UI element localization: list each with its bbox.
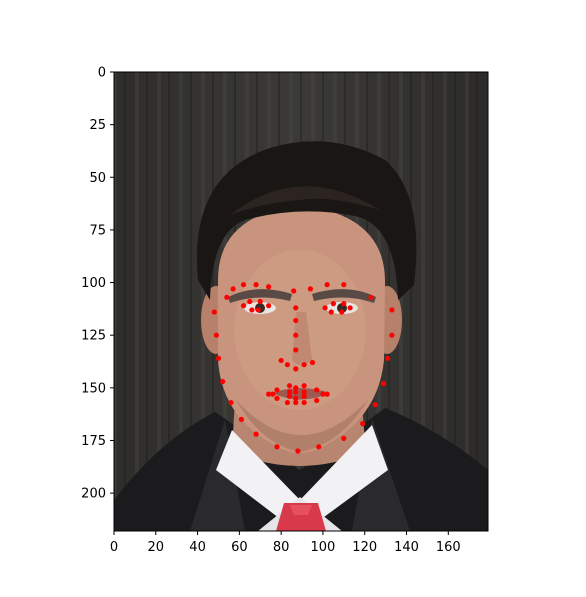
landmark-point — [341, 282, 347, 288]
landmark-point — [224, 294, 230, 300]
landmark-point — [293, 399, 299, 406]
landmark-point — [293, 332, 299, 338]
y-tick-label: 125 — [81, 329, 106, 344]
y-tick-label: 175 — [81, 434, 106, 449]
y-tick-label: 75 — [89, 223, 106, 238]
landmark-point — [293, 317, 299, 324]
landmark-point — [389, 307, 395, 313]
landmark-point — [320, 391, 326, 397]
landmark-point — [284, 399, 291, 406]
landmark-point — [301, 362, 307, 368]
landmark-point — [274, 444, 280, 450]
x-tick-label: 0 — [110, 540, 118, 555]
landmark-points — [211, 282, 395, 454]
landmark-point — [253, 282, 259, 288]
landmark-point — [286, 393, 293, 399]
x-tick-label: 140 — [394, 540, 419, 555]
axes-frame — [113, 71, 489, 532]
landmark-point — [253, 431, 259, 437]
y-tick-label: 100 — [81, 276, 106, 291]
x-tick-label: 20 — [148, 540, 165, 555]
landmark-point — [228, 399, 234, 406]
y-tick-label: 200 — [81, 487, 106, 502]
landmark-point — [255, 307, 261, 313]
landmark-point — [341, 301, 347, 307]
x-tick-label: 100 — [311, 540, 336, 555]
landmark-point — [247, 298, 253, 305]
landmark-point — [301, 399, 307, 406]
landmark-point — [286, 389, 293, 395]
landmark-point — [314, 397, 320, 404]
y-axis: 0 25 50 75 100 125 150 175 200 — [81, 66, 114, 502]
landmark-point — [284, 362, 291, 368]
landmark-point — [293, 395, 299, 401]
landmark-point — [380, 381, 387, 387]
landmark-point — [301, 389, 307, 395]
y-tick-label: 150 — [81, 381, 106, 396]
landmark-point — [307, 286, 314, 292]
landmark-point — [293, 305, 299, 311]
x-tick-label: 120 — [352, 540, 377, 555]
landmark-point — [240, 303, 247, 309]
landmark-point — [274, 387, 280, 393]
x-tick-label: 160 — [436, 540, 461, 555]
x-axis: 0 20 40 60 80 100 120 140 160 — [110, 531, 461, 555]
landmark-point — [215, 355, 222, 361]
landmark-point — [372, 402, 378, 408]
landmark-point — [293, 389, 299, 395]
landmark-point — [328, 309, 334, 315]
landmark-point — [324, 282, 330, 288]
landmark-point — [266, 284, 272, 290]
landmark-point — [213, 332, 219, 338]
face-photo — [114, 72, 488, 531]
landmark-point — [274, 395, 280, 401]
landmark-point — [385, 355, 391, 361]
x-tick-label: 40 — [189, 540, 206, 555]
landmark-point — [238, 416, 245, 423]
landmark-point — [347, 305, 353, 311]
landmark-point — [301, 393, 307, 399]
landmark-point — [266, 391, 272, 397]
y-tick-label: 25 — [89, 118, 106, 133]
y-tick-label: 0 — [98, 66, 106, 81]
landmark-point — [220, 378, 226, 385]
landmark-point — [316, 444, 322, 450]
landmark-point — [270, 391, 276, 397]
landmark-point — [368, 294, 374, 300]
x-tick-label: 80 — [273, 540, 290, 555]
landmark-point — [291, 288, 297, 294]
landmark-point — [278, 357, 284, 364]
landmark-point — [322, 305, 328, 311]
landmark-point — [286, 383, 293, 389]
landmark-point — [324, 391, 330, 397]
landmark-point — [389, 332, 395, 338]
landmark-point — [330, 301, 336, 307]
landmark-point — [295, 448, 301, 454]
landmark-point — [360, 421, 366, 427]
landmark-point — [257, 298, 263, 305]
landmark-point — [309, 359, 316, 366]
landmark-point — [293, 347, 299, 353]
landmark-point — [341, 435, 347, 441]
landmark-point — [230, 286, 236, 292]
landmark-point — [211, 309, 217, 315]
landmark-point — [293, 385, 299, 391]
landmark-point — [240, 282, 247, 288]
landmark-point — [249, 307, 255, 313]
landmark-point — [339, 309, 345, 315]
landmark-point — [314, 387, 320, 393]
landmark-point — [301, 383, 307, 389]
y-tick-label: 50 — [89, 171, 106, 186]
landmark-point — [266, 303, 272, 309]
landmark-point — [293, 366, 299, 372]
x-tick-label: 60 — [231, 540, 248, 555]
